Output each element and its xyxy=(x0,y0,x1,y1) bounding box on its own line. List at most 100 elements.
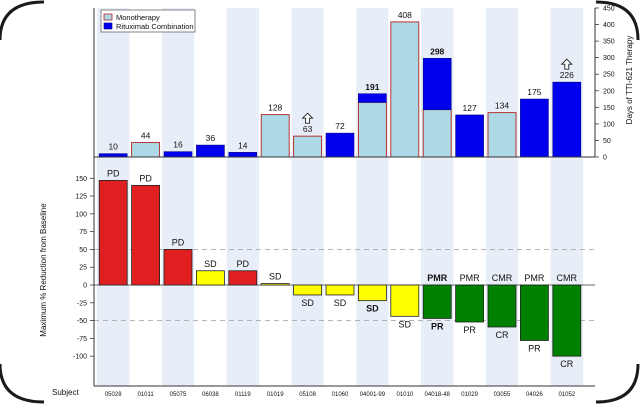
combination-bar xyxy=(228,152,258,158)
response-label: PMR xyxy=(524,273,545,283)
top-y-tick-label: 450 xyxy=(603,6,615,13)
days-value-label: 298 xyxy=(430,46,444,56)
response-label: PMR xyxy=(460,273,481,283)
response-label: PR xyxy=(528,344,541,354)
top-y-tick-label: 150 xyxy=(603,105,615,112)
days-value-label: 63 xyxy=(303,124,313,134)
legend: Monotherapy Rituximab Combination xyxy=(100,9,196,33)
column-stripe xyxy=(161,8,195,386)
reduction-bar xyxy=(357,284,387,302)
subject-tick-label: 01019 xyxy=(267,392,284,398)
frame-corner-top-right xyxy=(595,0,640,41)
bottom-y-tick-label: -50 xyxy=(77,318,87,325)
days-value-label: 16 xyxy=(173,140,183,150)
reduction-bar xyxy=(520,284,549,341)
subject-tick-label: 05075 xyxy=(170,392,187,398)
reduction-bar xyxy=(163,249,193,286)
subject-tick-label: 04001-99 xyxy=(360,392,386,398)
combination-bar xyxy=(325,132,355,158)
legend-label-combination: Rituximab Combination xyxy=(116,22,194,31)
legend-swatch-monotherapy xyxy=(103,13,113,21)
subject-tick-label: 01010 xyxy=(396,392,413,398)
top-y-tick-label: 200 xyxy=(603,88,615,95)
reduction-bar xyxy=(487,284,517,328)
monotherapy-bar xyxy=(357,101,387,158)
response-label: CR xyxy=(496,330,509,340)
subject-tick-label: 01060 xyxy=(332,392,349,398)
legend-label-monotherapy: Monotherapy xyxy=(116,13,160,22)
response-label: PR xyxy=(431,321,444,331)
bottom-y-tick-label: 100 xyxy=(75,211,87,218)
response-label: PD xyxy=(139,173,152,183)
monotherapy-bar xyxy=(422,109,452,158)
reduction-bar xyxy=(195,270,225,286)
bottom-y-tick-label: -75 xyxy=(77,336,87,343)
response-label: PD xyxy=(172,237,185,247)
frame-corner-bottom-right xyxy=(595,363,640,404)
reduction-bar xyxy=(455,284,485,323)
combination-bar xyxy=(358,93,387,103)
reduction-bar xyxy=(293,284,323,296)
monotherapy-bar xyxy=(293,135,323,158)
subject-tick-label: 01119 xyxy=(235,392,251,398)
reduction-bar xyxy=(390,284,420,317)
combination-bar xyxy=(196,144,225,158)
combination-bar xyxy=(520,98,549,158)
frame-corner-bottom-left xyxy=(0,363,45,404)
days-value-label: 175 xyxy=(527,87,541,97)
response-label: SD xyxy=(399,319,412,329)
subject-tick-label: 01029 xyxy=(461,392,478,398)
response-label: PD xyxy=(237,259,250,269)
top-y-tick-label: 350 xyxy=(603,39,615,46)
subject-tick-label: 04018-48 xyxy=(425,392,451,398)
bottom-y-tick-label: 75 xyxy=(79,229,87,236)
axes-group xyxy=(93,8,596,387)
days-value-label: 72 xyxy=(335,121,345,131)
days-value-label: 134 xyxy=(495,101,509,111)
days-value-label: 127 xyxy=(463,103,477,113)
column-stripe xyxy=(291,8,324,386)
bottom-y-tick-label: -25 xyxy=(77,300,87,307)
response-label: CMR xyxy=(557,273,578,283)
reduction-bar xyxy=(422,284,452,319)
column-stripes xyxy=(97,8,583,386)
subject-tick-label: 03055 xyxy=(494,392,511,398)
response-label: SD xyxy=(204,259,217,269)
combination-bar xyxy=(455,114,484,158)
top-y-tick-label: 300 xyxy=(603,55,615,62)
days-value-label: 226 xyxy=(560,70,574,80)
combination-bar xyxy=(552,81,582,158)
x-axis-title: Subject xyxy=(52,388,79,397)
bottom-y-tick-label: 150 xyxy=(75,176,87,183)
top-y-tick-label: 0 xyxy=(603,155,607,162)
days-value-label: 191 xyxy=(365,82,379,92)
monotherapy-bar xyxy=(131,141,161,158)
column-stripe xyxy=(356,8,389,386)
monotherapy-bar xyxy=(260,114,290,158)
top-y-tick-label: 50 xyxy=(603,138,611,145)
days-panel: 0 50 100 150 200 250 300 350 400 450 10 44 16 36 14 128… xyxy=(98,6,615,162)
ongoing-arrow-icon xyxy=(301,112,314,124)
response-label: SD xyxy=(269,272,282,282)
reduction-bar xyxy=(260,283,290,286)
monotherapy-bar xyxy=(487,112,517,158)
response-label: SD xyxy=(301,298,314,308)
response-label: PD xyxy=(107,168,120,178)
response-label: PR xyxy=(463,325,476,335)
top-y-tick-label: 250 xyxy=(603,72,615,79)
bottom-y-tick-label: 25 xyxy=(79,265,87,272)
frame-corner-top-left xyxy=(0,0,45,41)
response-label: SD xyxy=(366,304,379,314)
bottom-y-tick-label: -100 xyxy=(73,354,87,361)
top-y-tick-label: 100 xyxy=(603,121,615,128)
subject-tick-label: 01052 xyxy=(558,392,575,398)
reduction-panel: 150 125 100 75 50 25 0 -25 -50 -75 -100 PD PD PD SD PD S… xyxy=(73,168,595,398)
reduction-bar xyxy=(228,270,258,286)
response-label: CMR xyxy=(492,273,513,283)
reduction-bar xyxy=(325,284,355,296)
ongoing-arrow-icon xyxy=(560,58,573,70)
reduction-bar xyxy=(98,179,128,286)
combination-bar xyxy=(422,58,452,110)
subject-tick-label: 05028 xyxy=(105,392,122,398)
